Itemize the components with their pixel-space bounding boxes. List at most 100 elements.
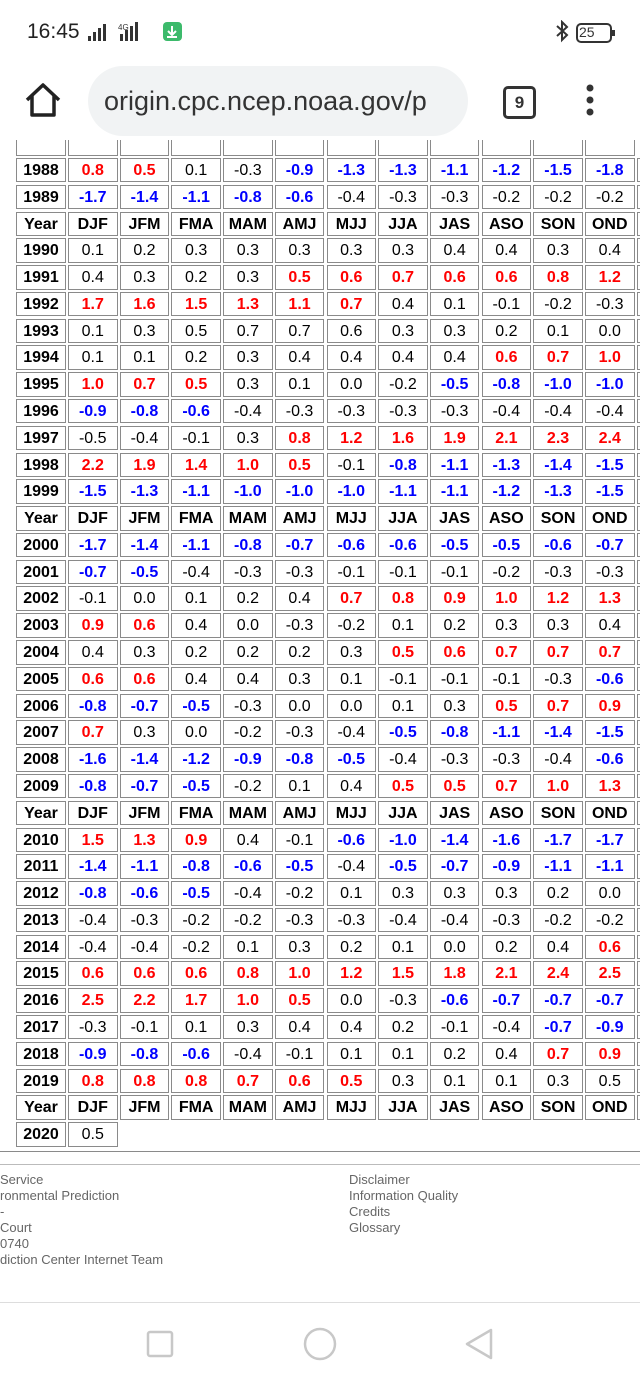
value-cell: 0.4 — [171, 666, 221, 692]
value-cell: 0.4 — [171, 613, 221, 638]
value-cell: -0.1 — [171, 425, 221, 451]
value-cell: -0.5 — [378, 854, 428, 879]
value-cell: 0.4 — [68, 265, 118, 290]
footer-link: Information Quality — [349, 1188, 459, 1203]
value-cell: 1.5 — [378, 961, 428, 986]
value-cell: -1.0 — [274, 479, 325, 504]
year-cell: 1994 — [16, 345, 66, 370]
cell-border — [636, 1068, 640, 1093]
column-header: OND — [585, 211, 635, 237]
cell-border — [636, 211, 640, 237]
value-cell: -0.3 — [481, 747, 532, 772]
value-cell: -0.2 — [171, 934, 221, 960]
footer-link: Glossary — [349, 1220, 401, 1235]
value-cell: -0.8 — [171, 854, 221, 879]
value-cell: 0.7 — [326, 291, 376, 317]
value-cell: 0.3 — [429, 318, 480, 344]
value-cell: 2.5 — [585, 961, 635, 986]
value-cell: -1.3 — [533, 479, 583, 504]
value-cell: 1.0 — [223, 988, 273, 1013]
value-cell: -1.3 — [326, 158, 376, 183]
value-cell: -0.5 — [326, 747, 376, 772]
value-cell: -0.3 — [378, 184, 428, 210]
value-cell: 0.1 — [326, 666, 376, 692]
value-cell: -0.6 — [171, 399, 221, 424]
value-cell: 1.0 — [533, 773, 583, 799]
value-cell: -0.3 — [585, 559, 635, 585]
value-cell: -0.3 — [274, 907, 325, 933]
value-cell: -0.7 — [274, 532, 325, 558]
cell-border — [636, 238, 640, 263]
back-button[interactable] — [465, 1328, 493, 1360]
year-cell: 2003 — [16, 613, 66, 638]
value-cell: -0.8 — [68, 693, 118, 719]
cell-border — [636, 961, 640, 986]
value-cell: -1.1 — [171, 532, 221, 558]
value-cell: -0.3 — [223, 559, 273, 585]
value-cell: 0.1 — [326, 1041, 376, 1067]
cell-border — [636, 452, 640, 478]
value-cell: -1.1 — [171, 479, 221, 504]
cell-border — [636, 988, 640, 1013]
value-cell: -0.2 — [274, 881, 325, 906]
value-cell: -1.1 — [481, 720, 532, 745]
value-cell: 0.3 — [429, 881, 480, 906]
recents-button[interactable] — [146, 1330, 174, 1358]
value-cell: 0.4 — [378, 345, 428, 370]
cell-border — [223, 140, 273, 156]
value-cell: -1.1 — [378, 479, 428, 504]
value-cell: 0.6 — [481, 265, 532, 290]
tab-switcher[interactable]: 9 — [503, 86, 536, 119]
value-cell: -0.4 — [481, 399, 532, 424]
home-button[interactable] — [24, 82, 62, 118]
value-cell: 0.5 — [481, 693, 532, 719]
value-cell: -0.9 — [68, 399, 118, 424]
value-cell: -0.8 — [481, 372, 532, 397]
address-bar[interactable]: origin.cpc.ncep.noaa.gov/p — [88, 66, 468, 136]
value-cell: 0.6 — [429, 265, 480, 290]
column-header: Year — [16, 1095, 66, 1120]
value-cell: 0.0 — [326, 693, 376, 719]
value-cell: 0.3 — [429, 693, 480, 719]
year-cell: 2014 — [16, 934, 66, 960]
navigation-bar — [146, 1327, 493, 1361]
value-cell: -0.7 — [481, 988, 532, 1013]
year-cell: 2013 — [16, 907, 66, 933]
value-cell: 1.2 — [585, 265, 635, 290]
value-cell: 1.7 — [68, 291, 118, 317]
value-cell: -0.6 — [533, 532, 583, 558]
value-cell: -0.9 — [274, 158, 325, 183]
home-nav-button[interactable] — [303, 1327, 337, 1361]
value-cell: -1.4 — [533, 452, 583, 478]
column-header: JJA — [378, 1095, 428, 1120]
cell-border — [119, 140, 170, 156]
cell-border — [636, 1041, 640, 1067]
value-cell: -0.4 — [223, 881, 273, 906]
value-cell: -1.4 — [119, 747, 170, 772]
cell-border — [636, 532, 640, 558]
value-cell: 0.4 — [481, 238, 532, 263]
value-cell: 0.4 — [533, 934, 583, 960]
value-cell: -0.3 — [429, 747, 480, 772]
column-header: MAM — [223, 1095, 273, 1120]
cell-border — [636, 265, 640, 290]
value-cell: 1.3 — [223, 291, 273, 317]
cell-border — [636, 1095, 640, 1120]
value-cell: -0.3 — [326, 399, 376, 424]
column-header: ASO — [481, 1095, 532, 1120]
year-cell: 1995 — [16, 372, 66, 397]
value-cell: -0.1 — [378, 666, 428, 692]
value-cell: -0.8 — [223, 184, 273, 210]
value-cell: -0.2 — [585, 907, 635, 933]
year-cell: 2001 — [16, 559, 66, 585]
column-header: FMA — [171, 800, 221, 826]
cell-border — [326, 140, 376, 156]
menu-button[interactable] — [582, 84, 598, 118]
value-cell: 0.1 — [326, 881, 376, 906]
cell-border — [274, 140, 325, 156]
footer-link: diction Center Internet Team — [0, 1252, 164, 1267]
value-cell: -0.6 — [326, 532, 376, 558]
value-cell: -0.5 — [274, 854, 325, 879]
value-cell: 0.4 — [429, 238, 480, 263]
value-cell: -1.7 — [533, 827, 583, 852]
